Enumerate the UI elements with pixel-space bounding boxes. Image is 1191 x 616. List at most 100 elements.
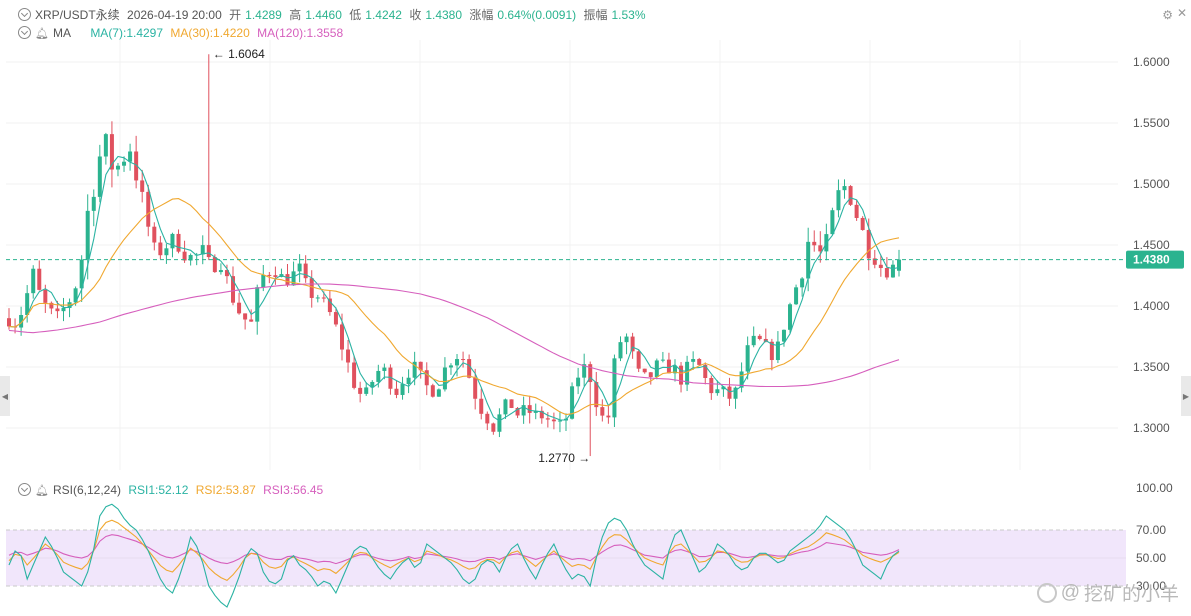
candle-body xyxy=(442,367,447,390)
last-price-tag xyxy=(1126,250,1184,269)
candle-body xyxy=(866,229,871,259)
candle-body xyxy=(406,377,411,385)
rsi2-line xyxy=(8,519,900,582)
candle-body xyxy=(273,275,278,277)
candle-body xyxy=(757,335,762,339)
candle-body xyxy=(884,268,889,278)
candle-body xyxy=(103,134,108,157)
candle-body xyxy=(600,407,605,416)
close-value: 1.4380 xyxy=(425,8,463,22)
candle-body xyxy=(115,165,120,170)
alert-bell-icon[interactable]: 🔔︎ xyxy=(35,485,49,497)
candle-body xyxy=(61,307,66,312)
amplitude-label: 振幅 xyxy=(583,8,608,22)
rsi-label: RSI(6,12,24) xyxy=(52,483,122,497)
candle-body xyxy=(140,180,145,192)
candle-body xyxy=(515,407,520,416)
rsi2-value: RSI2:53.87 xyxy=(195,483,256,497)
ma7-line xyxy=(8,155,900,422)
candle-body xyxy=(533,410,538,413)
candle-body xyxy=(109,134,114,170)
candle-body xyxy=(527,405,532,413)
close-icon[interactable]: ✕ xyxy=(1176,6,1187,20)
low-label: 低 xyxy=(349,8,362,22)
candle-body xyxy=(134,151,139,181)
candle-body xyxy=(237,302,242,314)
candle-body xyxy=(206,245,211,258)
candle-body xyxy=(642,368,647,373)
candle-body xyxy=(588,364,593,383)
candle-body xyxy=(122,161,127,166)
candle-body xyxy=(836,190,841,211)
candle-body xyxy=(412,361,417,378)
candle-body xyxy=(249,319,254,322)
candle-body xyxy=(594,382,599,408)
candle-body xyxy=(679,365,684,385)
candle-datetime: 2026-04-19 20:00 xyxy=(127,8,222,22)
candle-body xyxy=(551,419,556,422)
candle-body xyxy=(570,386,575,419)
candle-body xyxy=(346,349,351,363)
candle-body xyxy=(79,259,84,289)
ma-lines xyxy=(8,155,900,422)
candle-body xyxy=(333,312,338,325)
candle-body xyxy=(727,386,732,399)
candle-body xyxy=(285,274,290,286)
collapse-chevron-icon[interactable] xyxy=(18,483,31,496)
candle-body xyxy=(806,241,811,279)
candle-body xyxy=(164,248,169,256)
price-tick-label: 1.4000 xyxy=(1133,299,1170,313)
candle-body xyxy=(97,156,102,197)
candle-body xyxy=(672,365,677,374)
high-value: 1.4460 xyxy=(305,8,342,22)
rsi-lines xyxy=(8,503,900,608)
candle-body xyxy=(697,359,702,365)
price-tick-label: 1.6000 xyxy=(1133,55,1170,69)
alert-bell-icon[interactable]: 🔔︎ xyxy=(35,28,49,40)
collapse-chevron-icon[interactable] xyxy=(18,8,31,21)
rsi-tick-label: 100.00 xyxy=(1136,481,1173,495)
candle-body xyxy=(636,351,641,369)
candle-body xyxy=(788,304,793,330)
scroll-right-arrow-icon[interactable]: ▶ xyxy=(1181,376,1191,416)
candle-body xyxy=(128,151,133,162)
candle-body xyxy=(315,297,320,299)
candle-body xyxy=(703,364,708,378)
candle-body xyxy=(818,245,823,252)
rsi1-value: RSI1:52.12 xyxy=(128,483,189,497)
candle-body xyxy=(630,336,635,352)
price-axis: 1.6000 1.5500 1.5000 1.4500 1.4000 1.3500 1.30… xyxy=(1133,55,1173,593)
candle-body xyxy=(400,384,405,395)
ma-label: MA xyxy=(52,26,71,40)
low-value: 1.4242 xyxy=(365,8,402,22)
candle-body xyxy=(364,387,369,394)
candle-body xyxy=(218,270,223,273)
candle-body xyxy=(91,196,96,211)
price-tick-label: 1.4500 xyxy=(1133,238,1170,252)
candle-body xyxy=(897,259,901,271)
scroll-left-arrow-icon[interactable]: ◀ xyxy=(0,376,10,416)
ma120-line xyxy=(8,283,900,388)
candle-body xyxy=(557,420,562,422)
candle-body xyxy=(418,361,423,371)
candle-body xyxy=(212,257,217,273)
candle-body xyxy=(509,399,514,408)
open-label: 开 xyxy=(229,8,242,22)
candle-body xyxy=(261,274,266,288)
candle-body xyxy=(606,415,611,418)
settings-gear-icon[interactable]: ⚙ xyxy=(1162,8,1173,22)
candle-body xyxy=(769,341,774,361)
candle-body xyxy=(339,324,344,350)
wechat-logo-icon xyxy=(1036,582,1057,603)
candle-body xyxy=(370,381,375,388)
candle-body xyxy=(660,359,665,361)
candle-body xyxy=(854,204,859,218)
price-tick-label: 1.3500 xyxy=(1133,360,1170,374)
candle-body xyxy=(291,271,296,286)
candle-body xyxy=(376,370,381,382)
candle-body xyxy=(327,298,332,313)
collapse-chevron-icon[interactable] xyxy=(18,26,31,39)
change-label: 涨幅 xyxy=(469,8,494,22)
candle-body xyxy=(479,398,484,414)
